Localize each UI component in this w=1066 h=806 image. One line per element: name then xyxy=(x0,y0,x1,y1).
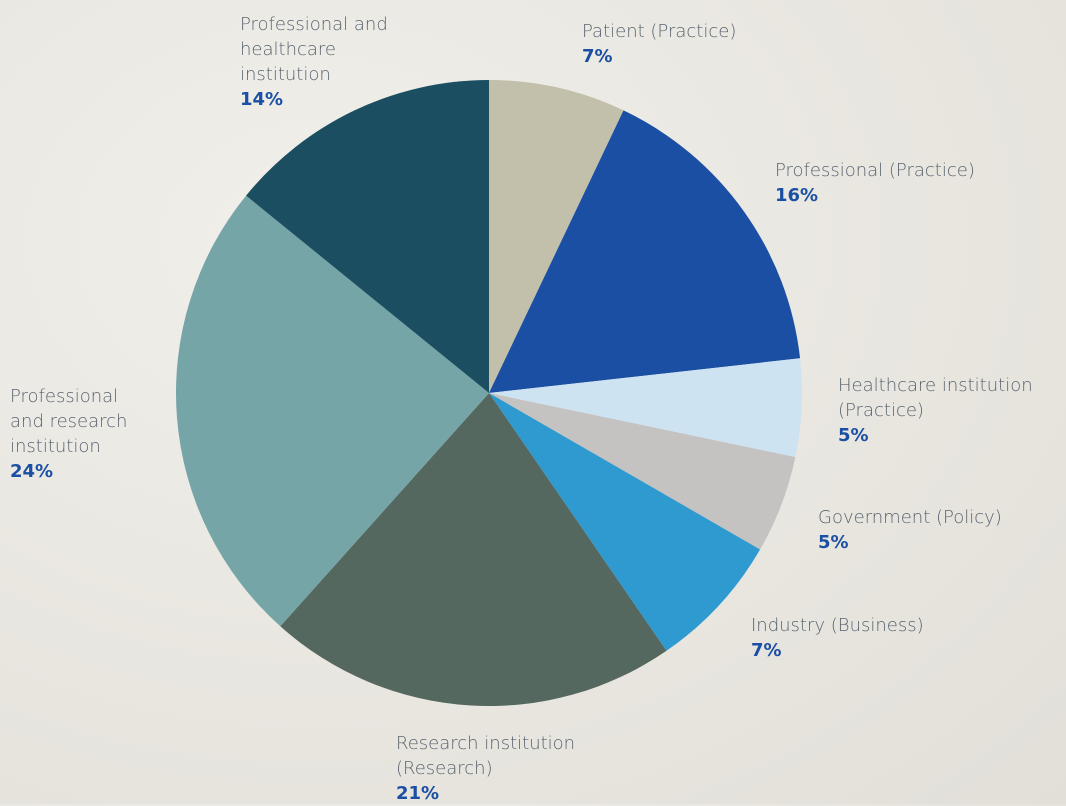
category-label: Healthcare institution (Practice) xyxy=(838,375,1033,421)
pie-slice xyxy=(489,110,801,393)
category-label: Research institution (Research) xyxy=(396,733,576,779)
value-label: 5% xyxy=(838,425,869,446)
value-label: 24% xyxy=(10,461,54,482)
slice-label: Professional and research institution 24… xyxy=(10,384,155,484)
slice-label: Industry (Business) 7% xyxy=(751,613,1001,663)
slice-label: Professional and healthcare institution … xyxy=(240,12,400,112)
category-label: Professional (Practice) xyxy=(775,160,975,181)
value-label: 5% xyxy=(818,532,849,553)
pie-slice xyxy=(246,79,489,393)
pie-slice xyxy=(489,80,624,393)
value-label: 7% xyxy=(582,46,613,67)
value-label: 14% xyxy=(240,89,284,110)
category-label: Professional and healthcare institution xyxy=(240,14,388,85)
slice-label: Professional (Practice) 16% xyxy=(775,158,1065,208)
pie-slice xyxy=(280,393,667,707)
slice-label: Patient (Practice) 7% xyxy=(582,19,802,69)
pie-slice xyxy=(489,393,796,550)
category-label: Industry (Business) xyxy=(751,615,924,636)
slice-label: Healthcare institution (Practice) 5% xyxy=(838,373,1066,448)
category-label: Patient (Practice) xyxy=(582,21,737,42)
category-label: Government (Policy) xyxy=(818,507,1002,528)
pie-slice xyxy=(489,393,761,651)
value-label: 21% xyxy=(396,783,440,804)
value-label: 16% xyxy=(775,185,819,206)
category-label: Professional and research institution xyxy=(10,386,128,457)
slice-label: Government (Policy) 5% xyxy=(818,505,1064,555)
slice-label: Research institution (Research) 21% xyxy=(396,731,626,806)
pie-slice xyxy=(489,358,802,458)
value-label: 7% xyxy=(751,640,782,661)
pie-slice xyxy=(176,195,490,627)
